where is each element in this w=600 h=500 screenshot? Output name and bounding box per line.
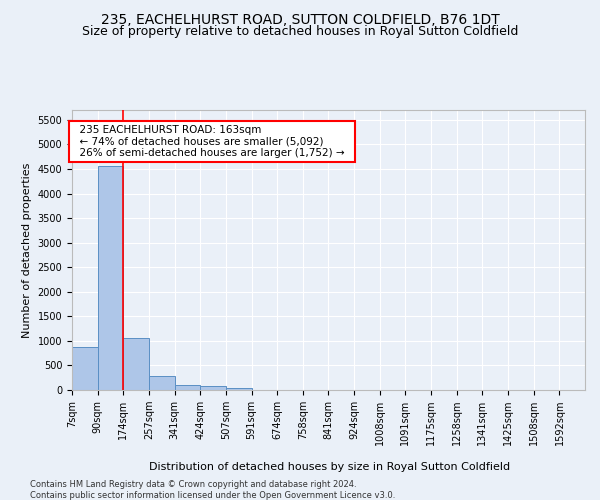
Bar xyxy=(226,388,251,390)
Bar xyxy=(149,376,175,390)
Text: Contains public sector information licensed under the Open Government Licence v3: Contains public sector information licen… xyxy=(30,491,395,500)
Bar xyxy=(175,385,200,390)
Bar xyxy=(72,347,98,390)
Text: Distribution of detached houses by size in Royal Sutton Coldfield: Distribution of detached houses by size … xyxy=(149,462,511,472)
Text: 235, EACHELHURST ROAD, SUTTON COLDFIELD, B76 1DT: 235, EACHELHURST ROAD, SUTTON COLDFIELD,… xyxy=(101,12,499,26)
Text: 235 EACHELHURST ROAD: 163sqm  
  ← 74% of detached houses are smaller (5,092)  
: 235 EACHELHURST ROAD: 163sqm ← 74% of de… xyxy=(73,124,351,158)
Bar xyxy=(124,338,149,390)
Y-axis label: Number of detached properties: Number of detached properties xyxy=(22,162,32,338)
Bar xyxy=(200,386,226,390)
Text: Contains HM Land Registry data © Crown copyright and database right 2024.: Contains HM Land Registry data © Crown c… xyxy=(30,480,356,489)
Text: Size of property relative to detached houses in Royal Sutton Coldfield: Size of property relative to detached ho… xyxy=(82,25,518,38)
Bar xyxy=(98,166,124,390)
